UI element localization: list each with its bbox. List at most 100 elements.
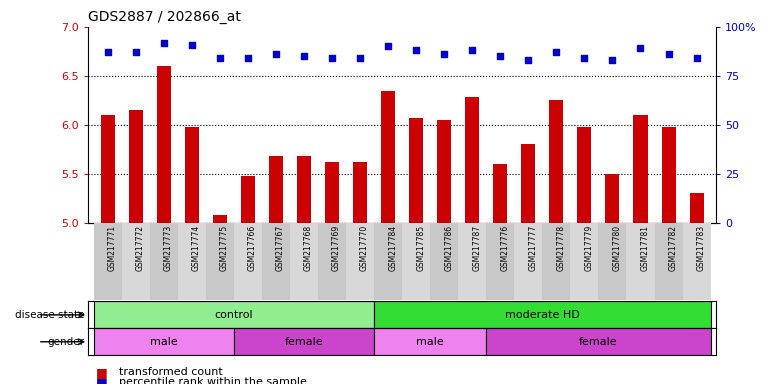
Bar	[374, 328, 486, 355]
Bar	[353, 162, 367, 223]
Point	[214, 55, 226, 61]
Text: GSM217768: GSM217768	[304, 225, 313, 271]
Bar	[122, 223, 150, 300]
Bar	[683, 223, 711, 300]
Bar	[437, 120, 451, 223]
Point	[410, 47, 422, 53]
Text: female: female	[579, 337, 617, 347]
Bar	[598, 223, 627, 300]
Text: GSM217771: GSM217771	[108, 225, 116, 271]
Bar	[318, 223, 346, 300]
Bar	[234, 223, 262, 300]
Text: GSM217782: GSM217782	[669, 225, 678, 271]
Bar	[346, 223, 374, 300]
Text: GSM217770: GSM217770	[360, 225, 369, 271]
Text: GSM217783: GSM217783	[696, 225, 705, 271]
Bar	[689, 194, 704, 223]
Bar	[178, 223, 206, 300]
Point	[663, 51, 675, 57]
Text: gender: gender	[47, 337, 84, 347]
Text: GSM217786: GSM217786	[444, 225, 453, 271]
Bar	[150, 223, 178, 300]
Point	[578, 55, 591, 61]
Bar	[549, 100, 563, 223]
Bar	[381, 91, 395, 223]
Point	[158, 40, 170, 46]
Bar	[157, 66, 171, 223]
Bar	[409, 118, 423, 223]
Bar	[430, 223, 458, 300]
Point	[522, 57, 535, 63]
Text: GSM217781: GSM217781	[640, 225, 650, 271]
Point	[326, 55, 338, 61]
Text: GSM217777: GSM217777	[529, 225, 537, 271]
Point	[382, 43, 394, 50]
Text: GSM217778: GSM217778	[556, 225, 565, 271]
Point	[102, 49, 114, 55]
Bar	[465, 98, 480, 223]
Bar	[542, 223, 571, 300]
Text: moderate HD: moderate HD	[505, 310, 580, 320]
Bar	[241, 176, 255, 223]
Text: GSM217776: GSM217776	[500, 225, 509, 271]
Bar	[374, 223, 402, 300]
Bar	[93, 223, 122, 300]
Point	[242, 55, 254, 61]
Bar	[486, 223, 514, 300]
Bar	[578, 127, 591, 223]
Text: GSM217767: GSM217767	[276, 225, 285, 271]
Bar	[297, 156, 311, 223]
Bar	[213, 215, 227, 223]
Bar	[206, 223, 234, 300]
Text: male: male	[150, 337, 178, 347]
Bar	[654, 223, 683, 300]
Bar	[522, 144, 535, 223]
Text: GSM217787: GSM217787	[473, 225, 481, 271]
Bar	[234, 328, 374, 355]
Text: GSM217773: GSM217773	[164, 225, 173, 271]
Text: GSM217785: GSM217785	[416, 225, 425, 271]
Point	[494, 53, 506, 59]
Point	[438, 51, 450, 57]
Point	[129, 49, 142, 55]
Bar	[262, 223, 290, 300]
Text: GSM217775: GSM217775	[220, 225, 229, 271]
Bar	[605, 174, 620, 223]
Text: ■: ■	[96, 376, 107, 384]
Bar	[486, 328, 711, 355]
Bar	[571, 223, 598, 300]
Bar	[633, 115, 647, 223]
Text: percentile rank within the sample: percentile rank within the sample	[119, 377, 306, 384]
Bar	[662, 127, 676, 223]
Bar	[402, 223, 430, 300]
Point	[607, 57, 619, 63]
Text: GDS2887 / 202866_at: GDS2887 / 202866_at	[88, 10, 241, 25]
Bar	[374, 301, 711, 328]
Text: control: control	[214, 310, 254, 320]
Bar	[627, 223, 654, 300]
Point	[550, 49, 562, 55]
Text: GSM217780: GSM217780	[613, 225, 621, 271]
Text: GSM217784: GSM217784	[388, 225, 397, 271]
Point	[466, 47, 479, 53]
Text: female: female	[285, 337, 323, 347]
Bar	[493, 164, 507, 223]
Bar	[93, 301, 374, 328]
Point	[634, 45, 647, 51]
Text: GSM217779: GSM217779	[584, 225, 594, 271]
Bar	[185, 127, 199, 223]
Bar	[290, 223, 318, 300]
Bar	[129, 110, 142, 223]
Point	[298, 53, 310, 59]
Text: male: male	[416, 337, 444, 347]
Text: GSM217769: GSM217769	[332, 225, 341, 271]
Point	[270, 51, 282, 57]
Bar	[458, 223, 486, 300]
Bar	[100, 115, 115, 223]
Bar	[269, 156, 283, 223]
Text: GSM217774: GSM217774	[192, 225, 201, 271]
Point	[690, 55, 702, 61]
Text: GSM217772: GSM217772	[136, 225, 145, 271]
Text: disease state: disease state	[15, 310, 84, 320]
Bar	[93, 328, 234, 355]
